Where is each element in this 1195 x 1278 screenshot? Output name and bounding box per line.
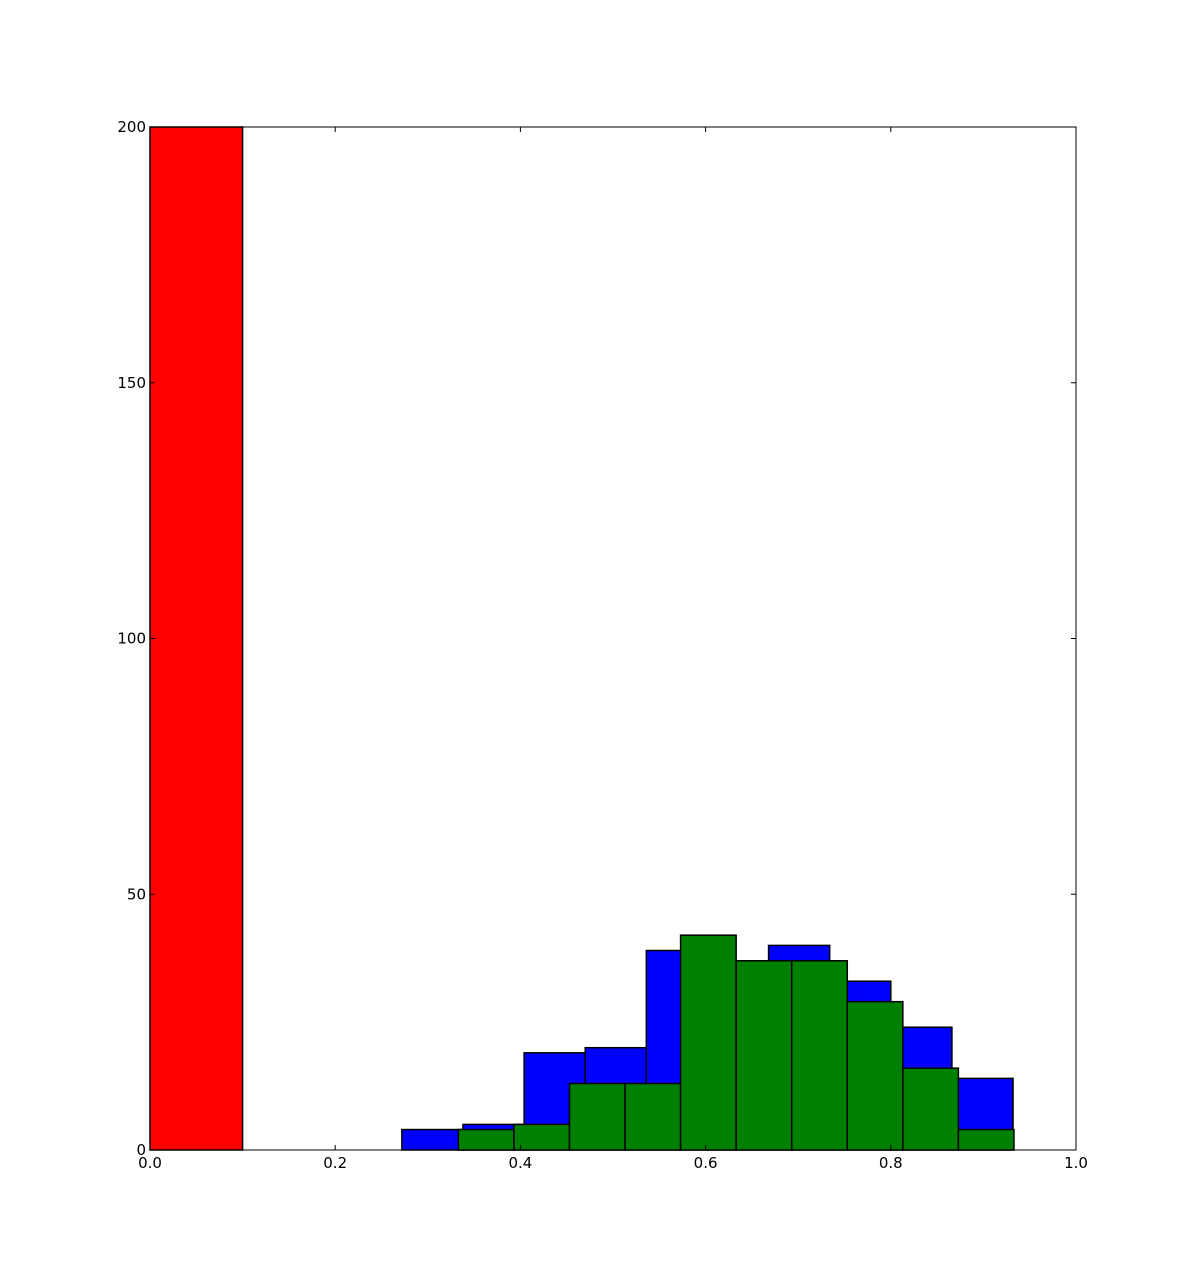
x-tick-label: 0.4 bbox=[508, 1154, 532, 1172]
y-tick-label: 150 bbox=[117, 374, 146, 392]
y-tick-label: 100 bbox=[117, 630, 146, 648]
histogram-bar-series-2-bin-5 bbox=[735, 959, 793, 1151]
y-tick-label: 200 bbox=[117, 118, 146, 136]
histogram-bar-series-2-bin-2 bbox=[568, 1082, 626, 1151]
histogram-bar-series-2-bin-1 bbox=[513, 1123, 571, 1151]
histogram-bar-series-2-bin-4 bbox=[679, 934, 737, 1151]
y-tick-label: 0 bbox=[136, 1141, 146, 1159]
x-tick-label: 1.0 bbox=[1064, 1154, 1088, 1172]
histogram-bar-series-2-bin-0 bbox=[457, 1128, 515, 1151]
histogram-bar-series-2-bin-6 bbox=[790, 959, 849, 1151]
histogram-bar-series-1-bin-0 bbox=[401, 1128, 464, 1151]
histogram-bar-series-2-bin-8 bbox=[902, 1067, 960, 1151]
bars-layer bbox=[149, 126, 1015, 1151]
x-tick-label: 0.6 bbox=[694, 1154, 718, 1172]
histogram-bar-series-2-bin-9 bbox=[957, 1128, 1015, 1151]
x-tick-label: 0.0 bbox=[138, 1154, 162, 1172]
x-tick-label: 0.8 bbox=[879, 1154, 903, 1172]
histogram-bar-series-0-bin-0 bbox=[149, 126, 244, 1151]
x-tick-label: 0.2 bbox=[323, 1154, 347, 1172]
y-tick-label: 50 bbox=[127, 885, 146, 903]
histogram-bar-series-2-bin-3 bbox=[624, 1082, 682, 1151]
histogram-bar-series-2-bin-7 bbox=[846, 1000, 904, 1151]
ticks-layer: 0.0 0.2 0.4 0.6 0.8 1.0 0 50 100 150 200 bbox=[117, 118, 1088, 1172]
